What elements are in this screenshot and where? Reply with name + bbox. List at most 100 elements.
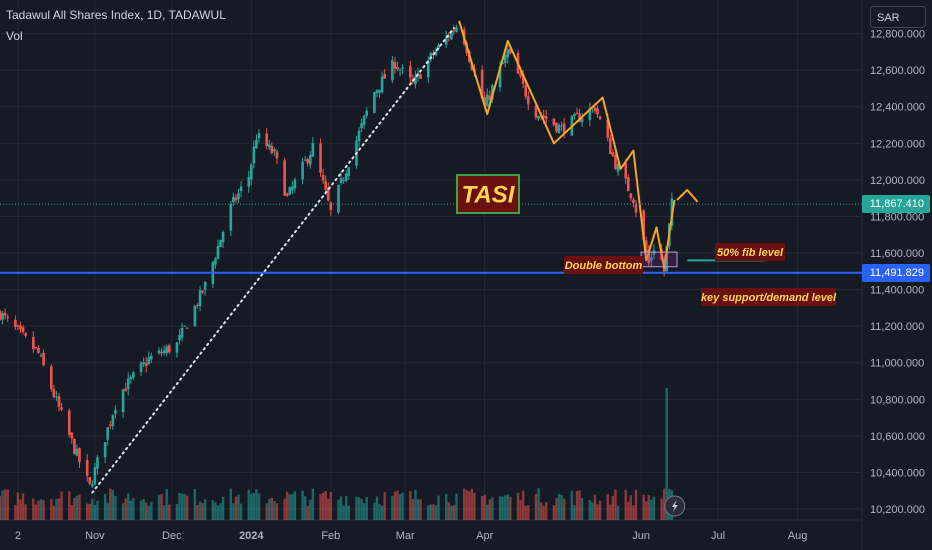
volume-bar [339, 496, 343, 520]
volume-bar [488, 499, 492, 520]
y-tick-label: 12,800.000 [870, 29, 925, 41]
y-tick-label: 11,400.000 [870, 285, 924, 297]
volume-bar [319, 494, 322, 520]
candle-body [24, 333, 27, 336]
volume-bar [432, 504, 435, 520]
volume-bar [42, 500, 45, 520]
candle-body [301, 161, 304, 180]
volume-bar [306, 505, 309, 520]
candle-body [237, 193, 240, 200]
candle-body [501, 63, 504, 65]
volume-bar [611, 495, 615, 520]
candle-body [180, 327, 184, 338]
volume-bar [450, 505, 453, 520]
candle-body [480, 69, 484, 99]
volume-bar [21, 493, 25, 520]
volume-bar [650, 499, 653, 520]
y-tick-label: 11,800.000 [870, 211, 924, 223]
volume-bar [362, 503, 366, 520]
currency-selector[interactable]: SAR [870, 6, 926, 28]
volume-bar [480, 496, 484, 520]
volume-bar [293, 491, 297, 520]
candle-body [419, 74, 422, 79]
volume-bar [1, 490, 4, 520]
volume-bar [570, 490, 574, 520]
volume-bar [396, 490, 399, 520]
candle-body [542, 115, 545, 118]
candle-body [365, 110, 369, 117]
candle-body [57, 396, 61, 407]
volume-bar [247, 489, 250, 520]
candle-body [537, 116, 540, 119]
candle-body [409, 65, 412, 78]
volume-bar [491, 497, 494, 520]
candle-body [483, 97, 486, 106]
volume-bar [575, 490, 579, 520]
x-tick-label: Aug [788, 530, 808, 542]
y-tick-label: 10,400.000 [870, 467, 925, 479]
candle-body [214, 258, 217, 265]
volume-bar [452, 505, 456, 520]
candle-body [616, 164, 620, 172]
volume-bar [562, 498, 566, 520]
candle-body [573, 114, 576, 117]
candle-body [347, 167, 351, 177]
volume-bar [629, 495, 633, 520]
volume-bar [347, 505, 350, 520]
candle-body [67, 410, 71, 435]
candle-body [634, 204, 638, 213]
candle-body [488, 95, 492, 100]
volume-bar [662, 488, 666, 520]
volume-bar [216, 505, 220, 520]
volume-bar [434, 505, 438, 520]
candle-body [665, 246, 669, 271]
volume-bar [660, 498, 663, 520]
double-bottom-label-bg [564, 256, 643, 274]
support-price-tag: 11,491.829 [862, 263, 930, 282]
volume-bar [634, 489, 638, 520]
candle-body [450, 31, 453, 40]
volume-bar [214, 502, 217, 520]
candle-body [14, 319, 17, 327]
volume-bar [483, 494, 486, 520]
volume-bar [201, 503, 204, 520]
volume-bar [519, 499, 522, 520]
volume-bar [6, 489, 9, 520]
candle-body [362, 115, 366, 125]
candle-body [596, 108, 599, 115]
candle-body [193, 305, 197, 327]
volume-bar [360, 499, 363, 520]
candle-body [391, 60, 394, 81]
volume-bar [198, 501, 202, 520]
candle-body [498, 66, 502, 88]
volume-bar [473, 492, 476, 520]
candle-body [434, 50, 438, 55]
volume-bar [357, 497, 361, 520]
volume-bar [557, 493, 561, 520]
volume-bar [373, 502, 376, 520]
volume-bar [462, 488, 466, 520]
volume-bar [380, 505, 384, 520]
volume-bar [501, 496, 504, 520]
candle-body [0, 311, 2, 320]
candle-body [1, 313, 4, 320]
volume-bar [447, 502, 450, 520]
candle-body [75, 448, 79, 456]
candle-body [55, 396, 58, 398]
volume-bar [288, 494, 291, 520]
candle-body [142, 362, 145, 365]
candle-body [203, 282, 207, 290]
dotted-trendline [91, 27, 455, 494]
y-tick-label: 12,200.000 [870, 138, 925, 150]
volume-bar [627, 501, 630, 520]
candle-body [644, 240, 648, 253]
candle-body [70, 432, 74, 439]
projection-arrow [676, 188, 699, 203]
candle-body [606, 119, 610, 138]
candle-body [283, 160, 286, 196]
candle-body [124, 388, 127, 392]
candle-body [126, 378, 130, 390]
volume-bar [283, 498, 286, 520]
